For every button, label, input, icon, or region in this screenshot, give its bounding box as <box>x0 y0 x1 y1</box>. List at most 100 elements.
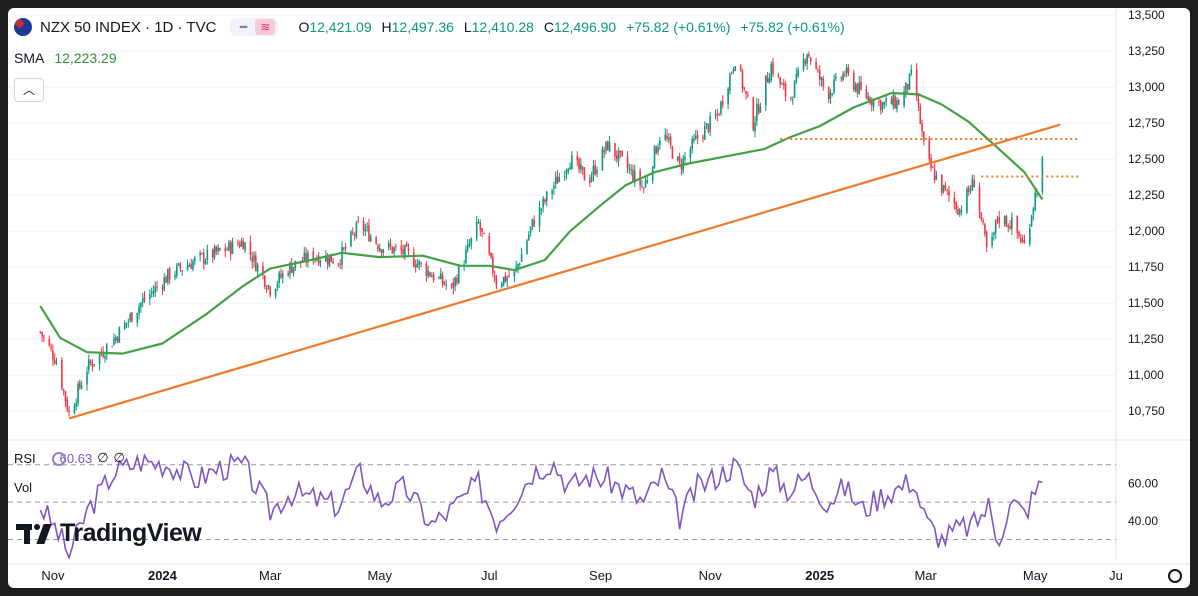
candle-body <box>883 101 886 105</box>
candle-body <box>844 74 846 76</box>
candle-body <box>578 158 580 170</box>
candle-body <box>174 274 176 278</box>
candle-body <box>477 222 480 224</box>
candle-body <box>542 198 544 208</box>
rsi-settings-icon[interactable] <box>52 452 66 466</box>
candle-body <box>328 256 331 267</box>
candle-body <box>768 78 771 84</box>
trend-line[interactable] <box>68 123 1061 420</box>
candle-body <box>61 359 63 389</box>
candle-body <box>671 146 674 159</box>
candle-body <box>1009 226 1011 230</box>
candle-body <box>64 391 67 402</box>
candle-body <box>822 78 825 87</box>
rsi-legend[interactable]: RSI 60.63 ∅ ∅ <box>14 450 125 466</box>
hide-eye-icon[interactable]: ━ <box>239 20 248 34</box>
symbol-title[interactable]: NZX 50 INDEX · 1D · TVC <box>40 18 217 36</box>
candle-body <box>52 350 54 360</box>
candle-body <box>856 83 859 94</box>
candle-body <box>454 277 456 287</box>
candle-body <box>441 275 444 284</box>
candle-body <box>351 232 354 234</box>
candle-body <box>594 165 597 175</box>
candle-body <box>603 150 606 153</box>
candle-body <box>642 187 645 189</box>
candle-body <box>608 141 611 152</box>
candle-body <box>969 190 972 192</box>
candle-body <box>529 226 532 233</box>
candle-body <box>66 399 69 411</box>
candle-body <box>131 312 133 322</box>
candle-body <box>576 155 579 161</box>
candle-body <box>858 82 861 94</box>
price-tick-label: 11,500 <box>1128 296 1164 310</box>
candle-body <box>138 306 140 314</box>
candle-body <box>817 69 819 71</box>
rsi-line[interactable] <box>39 452 1043 560</box>
candle-body <box>860 81 862 90</box>
candle-body <box>77 383 79 404</box>
sma-legend[interactable]: SMA 12,223.29 <box>14 50 117 66</box>
candle-body <box>626 156 629 169</box>
candle-body <box>481 228 483 232</box>
chart-canvas[interactable]: 13,500 13,250 13,000 12,750 12,500 12,250 12,0… <box>8 8 1190 588</box>
candle-body <box>213 246 216 258</box>
candle-body <box>743 87 746 90</box>
candle-body <box>739 66 742 71</box>
candle-body <box>765 75 767 106</box>
candle-body <box>727 88 729 105</box>
candle-body <box>438 277 440 279</box>
price-tick-label: 11,750 <box>1128 260 1164 274</box>
candle-body <box>41 332 43 337</box>
candle-body <box>853 73 855 90</box>
candle-body <box>592 166 595 176</box>
candle-body <box>237 242 239 245</box>
candle-body <box>784 83 787 97</box>
candle-body <box>666 135 668 139</box>
candle-body <box>240 240 243 247</box>
candle-body <box>881 102 884 109</box>
settings-gear-icon[interactable] <box>1168 569 1182 583</box>
high-value: 12,497.36 <box>391 19 454 35</box>
candle-body <box>1034 192 1036 211</box>
candle-body <box>923 131 925 141</box>
candle-body <box>326 257 329 264</box>
candle-body <box>835 76 837 79</box>
sma-line[interactable] <box>39 91 1044 355</box>
vol-legend[interactable]: Vol <box>14 480 33 495</box>
candle-body <box>906 84 909 90</box>
candle-body <box>545 191 548 202</box>
time-tick-label: 2025 <box>805 568 834 583</box>
candle-body <box>734 66 737 71</box>
candle-body <box>190 264 192 269</box>
candle-body <box>589 179 591 183</box>
candle-body <box>508 275 510 277</box>
candle-body <box>450 283 453 285</box>
candle-body <box>211 249 214 259</box>
candle-body <box>752 97 755 131</box>
sma-value: 12,223.29 <box>54 50 117 66</box>
candle-body <box>168 268 171 280</box>
candle-body <box>161 287 164 289</box>
candle-body <box>933 169 936 181</box>
collapse-legend-button[interactable]: ︿ <box>14 78 44 102</box>
candle-body <box>219 248 221 251</box>
candle-body <box>249 241 252 256</box>
wave-icon[interactable]: ≋ <box>255 19 276 35</box>
candle-body <box>468 244 471 246</box>
candle-body <box>181 270 183 272</box>
candle-body <box>973 180 975 188</box>
ohlc-readout: O12,421.09 H12,497.36 L12,410.28 C12,496… <box>298 19 845 35</box>
candle-body <box>867 96 869 100</box>
time-tick-label: Mar <box>259 568 282 583</box>
candle-body <box>244 242 246 251</box>
price-tick-label: 11,250 <box>1128 332 1164 346</box>
candle-body <box>375 237 377 244</box>
candle-body <box>756 103 758 122</box>
candle-body <box>833 79 835 93</box>
candle-body <box>953 197 956 204</box>
legend-controls[interactable]: ━ ≋ <box>230 18 279 36</box>
candle-body <box>506 277 509 281</box>
candle-body <box>167 268 169 283</box>
candle-body <box>53 359 56 364</box>
